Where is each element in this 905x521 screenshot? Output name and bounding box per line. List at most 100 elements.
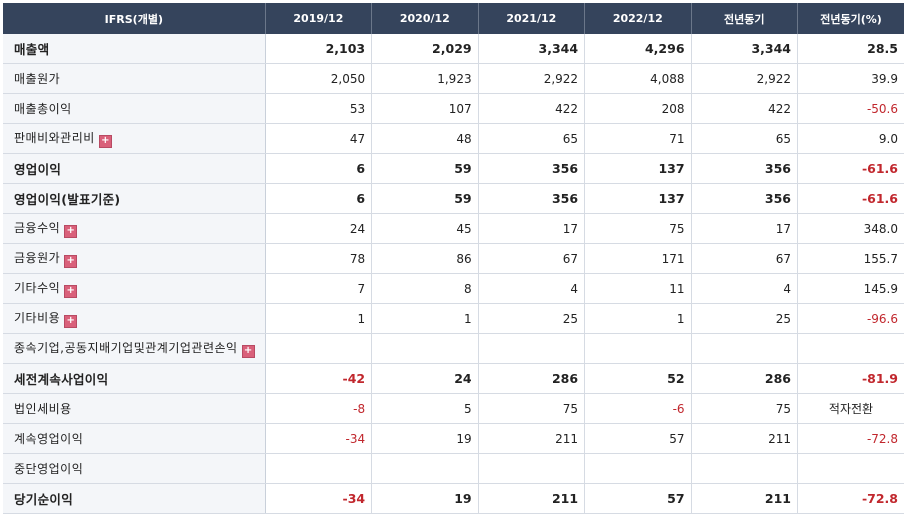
table-row: 영업이익 6 59 356 137 356 -61.6 bbox=[3, 153, 904, 184]
expand-plus-icon[interactable]: + bbox=[98, 135, 112, 148]
value-cell: -34 bbox=[265, 483, 373, 514]
value-cell: -72.8 bbox=[797, 483, 904, 514]
value-cell: 5 bbox=[371, 393, 479, 424]
value-cell: 356 bbox=[478, 153, 586, 184]
value-cell: -72.8 bbox=[797, 423, 904, 454]
value-cell: 24 bbox=[371, 363, 479, 394]
row-label: 세전계속사업이익 bbox=[14, 372, 109, 387]
value-cell: 107 bbox=[371, 93, 479, 124]
value-cell: 86 bbox=[371, 243, 479, 274]
expand-plus-icon[interactable]: + bbox=[64, 225, 78, 238]
value-cell bbox=[584, 453, 692, 484]
expand-plus-icon[interactable]: + bbox=[64, 315, 78, 328]
income-statement-table: IFRS(개별) 2019/12 2020/12 2021/12 2022/12… bbox=[3, 3, 904, 514]
header-prev-period-pct: 전년동기(%) bbox=[797, 3, 904, 34]
value-cell bbox=[797, 453, 904, 484]
table-row: 금융수익 +24 45 17 75 17 348.0 bbox=[3, 213, 904, 244]
value-cell: 422 bbox=[691, 93, 799, 124]
value-cell bbox=[265, 333, 373, 364]
row-label: 매출총이익 bbox=[14, 102, 72, 116]
value-cell: -34 bbox=[265, 423, 373, 454]
value-cell: -42 bbox=[265, 363, 373, 394]
row-label-cell: 매출액 bbox=[3, 34, 266, 64]
value-cell: 4,296 bbox=[584, 34, 692, 64]
row-label: 기타비용 bbox=[14, 311, 61, 325]
header-2022: 2022/12 bbox=[584, 3, 692, 34]
row-label-cell[interactable]: 금융수익 + bbox=[3, 213, 266, 244]
row-label: 판매비와관리비 bbox=[14, 131, 95, 145]
value-cell: 17 bbox=[691, 213, 799, 244]
value-cell: 67 bbox=[691, 243, 799, 274]
value-cell: -96.6 bbox=[797, 303, 904, 334]
value-cell: -6 bbox=[584, 393, 692, 424]
value-cell: 211 bbox=[691, 483, 799, 514]
value-cell bbox=[478, 453, 586, 484]
table-row: 계속영업이익 -34 19 211 57 211 -72.8 bbox=[3, 423, 904, 454]
table-row: 영업이익(발표기준) 6 59 356 137 356 -61.6 bbox=[3, 183, 904, 214]
value-cell bbox=[584, 333, 692, 364]
row-label: 중단영업이익 bbox=[14, 462, 84, 476]
row-label-cell[interactable]: 기타비용 + bbox=[3, 303, 266, 334]
row-label-cell: 중단영업이익 bbox=[3, 453, 266, 484]
expand-plus-icon[interactable]: + bbox=[64, 285, 78, 298]
value-cell: 1 bbox=[371, 303, 479, 334]
row-label-cell[interactable]: 기타수익 + bbox=[3, 273, 266, 304]
value-cell: -8 bbox=[265, 393, 373, 424]
row-label-cell: 계속영업이익 bbox=[3, 423, 266, 454]
value-cell: 75 bbox=[691, 393, 799, 424]
value-cell: 286 bbox=[478, 363, 586, 394]
row-label-cell[interactable]: 판매비와관리비 + bbox=[3, 123, 266, 154]
value-cell: 9.0 bbox=[797, 123, 904, 154]
row-label: 법인세비용 bbox=[14, 402, 72, 416]
value-cell bbox=[371, 333, 479, 364]
value-cell: 65 bbox=[478, 123, 586, 154]
row-label: 매출원가 bbox=[14, 72, 61, 86]
value-cell: 348.0 bbox=[797, 213, 904, 244]
value-cell: 57 bbox=[584, 483, 692, 514]
value-cell: 155.7 bbox=[797, 243, 904, 274]
table-row: 기타수익 +7 8 4 11 4 145.9 bbox=[3, 273, 904, 304]
value-cell bbox=[691, 453, 799, 484]
table-row: 세전계속사업이익 -42 24 286 52 286 -81.9 bbox=[3, 363, 904, 394]
value-cell: 356 bbox=[691, 183, 799, 214]
row-label-cell: 세전계속사업이익 bbox=[3, 363, 266, 394]
value-cell: 422 bbox=[478, 93, 586, 124]
value-cell: 19 bbox=[371, 483, 479, 514]
row-label-cell[interactable]: 종속기업,공동지배기업및관계기업관련손익 + bbox=[3, 333, 266, 364]
value-cell: 71 bbox=[584, 123, 692, 154]
value-cell: 25 bbox=[691, 303, 799, 334]
value-cell: 75 bbox=[478, 393, 586, 424]
value-cell: 65 bbox=[691, 123, 799, 154]
value-cell: 356 bbox=[478, 183, 586, 214]
row-label-cell: 영업이익 bbox=[3, 153, 266, 184]
value-cell bbox=[691, 333, 799, 364]
row-label: 영업이익(발표기준) bbox=[14, 192, 121, 207]
value-cell: 4,088 bbox=[584, 63, 692, 94]
expand-plus-icon[interactable]: + bbox=[64, 255, 78, 268]
table-header-row: IFRS(개별) 2019/12 2020/12 2021/12 2022/12… bbox=[3, 3, 904, 34]
row-label-cell[interactable]: 금융원가 + bbox=[3, 243, 266, 274]
value-cell: 286 bbox=[691, 363, 799, 394]
row-label: 당기순이익 bbox=[14, 492, 74, 507]
value-cell: 67 bbox=[478, 243, 586, 274]
row-label-cell: 매출총이익 bbox=[3, 93, 266, 124]
value-cell: 45 bbox=[371, 213, 479, 244]
value-cell: 57 bbox=[584, 423, 692, 454]
value-cell: 211 bbox=[691, 423, 799, 454]
value-cell: 53 bbox=[265, 93, 373, 124]
value-cell: 39.9 bbox=[797, 63, 904, 94]
value-cell: 1 bbox=[265, 303, 373, 334]
value-cell: 171 bbox=[584, 243, 692, 274]
value-cell: 47 bbox=[265, 123, 373, 154]
value-cell: 4 bbox=[691, 273, 799, 304]
value-cell: 2,029 bbox=[371, 34, 479, 64]
value-cell: 52 bbox=[584, 363, 692, 394]
value-cell: 25 bbox=[478, 303, 586, 334]
expand-plus-icon[interactable]: + bbox=[241, 345, 255, 358]
value-cell: 11 bbox=[584, 273, 692, 304]
value-cell: 19 bbox=[371, 423, 479, 454]
value-cell: 17 bbox=[478, 213, 586, 244]
value-cell: 2,922 bbox=[691, 63, 799, 94]
value-cell: 208 bbox=[584, 93, 692, 124]
table-row: 종속기업,공동지배기업및관계기업관련손익 + bbox=[3, 333, 904, 364]
